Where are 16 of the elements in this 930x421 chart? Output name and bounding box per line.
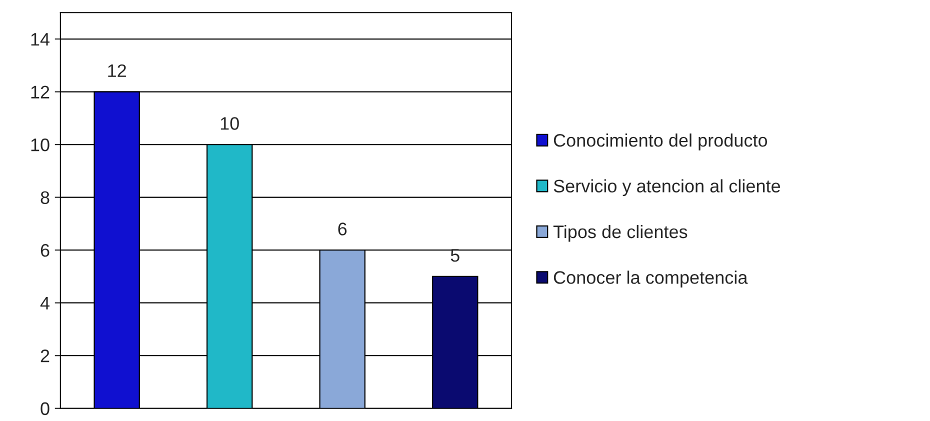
y-tick-label: 10 [31,138,50,152]
legend-label: Conocer la competencia [554,270,748,288]
legend-label: Conocimiento del producto [554,134,768,150]
y-tick-label: 2 [40,350,50,362]
data-label: 5 [450,249,460,262]
y-tick-label: 0 [40,402,50,416]
y-tick-label: 14 [31,33,50,46]
legend-label: Servicio y atencion al cliente [554,179,780,196]
data-label: 6 [338,222,347,236]
data-label: 10 [220,117,239,130]
y-tick-label: 6 [40,244,50,257]
y-tick-label: 8 [40,191,50,204]
y-tick-label: 12 [31,86,50,98]
legend-label: Tipos de clientes [553,224,688,242]
data-label: 12 [108,64,126,77]
y-tick-label: 4 [40,296,50,310]
